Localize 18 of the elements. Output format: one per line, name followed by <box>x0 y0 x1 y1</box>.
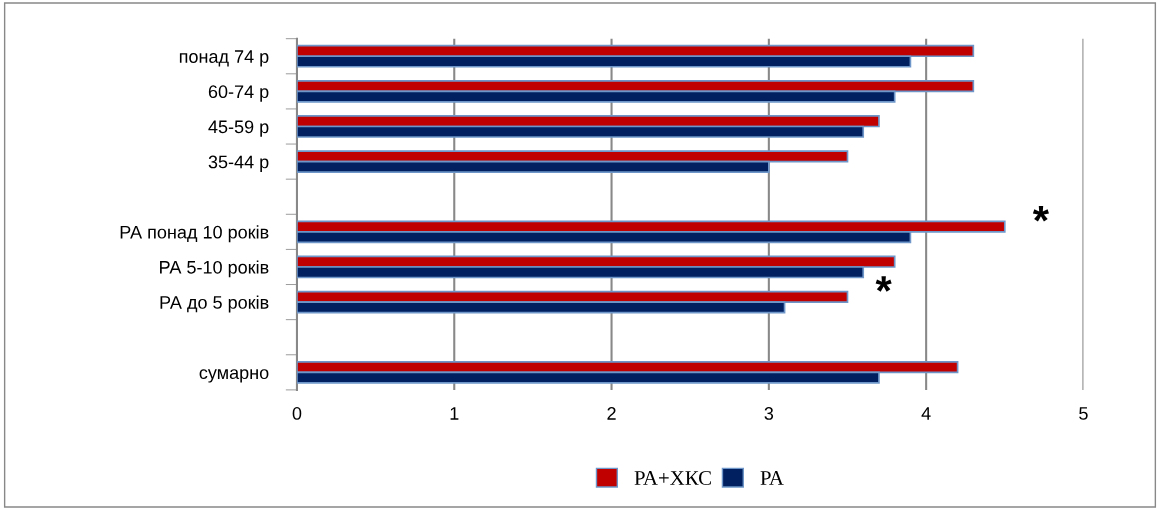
y-tick-label: РА понад 10 років <box>120 225 269 243</box>
x-tick-label: 4 <box>921 407 931 420</box>
x-tick-label: 3 <box>764 407 774 420</box>
x-tick-label: 1 <box>450 407 459 420</box>
y-tick-label: 35-44 р <box>208 155 269 172</box>
y-tick-label: 60-74 р <box>208 85 269 102</box>
annotation: * <box>1032 205 1049 222</box>
annotation: * <box>875 276 892 292</box>
y-tick-label: РА до 5 років <box>160 295 269 313</box>
y-tick-label: понад 74 р <box>179 50 269 67</box>
x-tick-label: 0 <box>292 407 302 420</box>
x-tick-label: 5 <box>1079 407 1088 420</box>
y-tick-label: РА 5-10 років <box>160 260 269 278</box>
y-tick-label: сумарно <box>199 369 269 383</box>
x-tick-label: 2 <box>607 407 616 420</box>
legend-label: РА+ХКС <box>634 471 711 486</box>
y-tick-label: 45-59 р <box>208 120 269 137</box>
legend-label: РА <box>760 471 784 485</box>
